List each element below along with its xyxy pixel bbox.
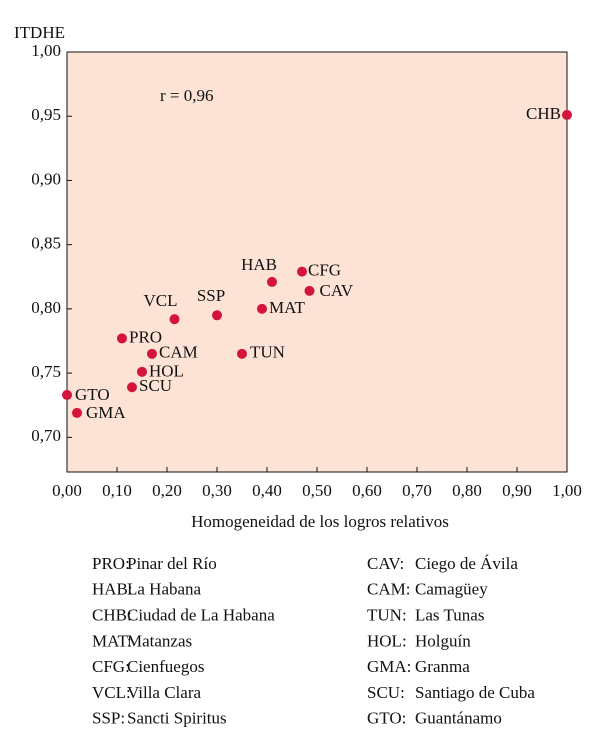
legend-name: Cienfuegos (127, 657, 204, 676)
x-tick-label: 0,50 (302, 481, 332, 500)
y-tick-label: 0,80 (31, 298, 61, 317)
legend-code: CAV: (367, 554, 404, 573)
point (62, 389, 72, 400)
y-tick-label: 1,00 (31, 41, 61, 60)
y-tick-label: 0,85 (31, 234, 61, 253)
x-tick-label: 0,00 (52, 481, 82, 500)
y-axis-label: ITDHE (14, 23, 65, 42)
legend-code: CAM: (367, 580, 410, 599)
x-tick-label: 0,90 (502, 481, 532, 500)
legend-code: MAT: (92, 631, 132, 650)
y-tick-label: 0,95 (31, 105, 61, 124)
point (147, 348, 157, 359)
legend-name: Sancti Spiritus (127, 709, 227, 728)
legend-code: HOL: (367, 631, 407, 650)
legend-code: SCU: (367, 683, 405, 702)
point (212, 310, 222, 321)
point (72, 407, 82, 418)
legend-name: Las Tunas (415, 606, 484, 625)
annotation: r = 0,96 (160, 86, 214, 105)
x-tick-label: 0,10 (102, 481, 132, 500)
legend-code: VCL: (92, 683, 131, 702)
x-tick-label: 0,20 (152, 481, 182, 500)
point-label: CFG (308, 261, 341, 280)
point-label: MAT (269, 298, 306, 317)
legend-code: CHB: (92, 606, 132, 625)
legend-name: Villa Clara (127, 683, 201, 702)
point (169, 314, 180, 325)
legend-code: GMA: (367, 657, 411, 676)
legend-name: Ciudad de La Habana (127, 606, 275, 625)
x-tick-label: 0,70 (402, 481, 432, 500)
point (267, 276, 277, 287)
legend-code: TUN: (367, 606, 407, 625)
x-axis-label: Homogeneidad de los logros relativos (191, 512, 449, 531)
legend-code: HAB: (92, 580, 133, 599)
point (297, 266, 307, 277)
point-label: CHB (526, 104, 561, 123)
x-tick-label: 0,30 (202, 481, 232, 500)
legend-name: Holguín (415, 631, 471, 650)
x-tick-label: 1,00 (552, 481, 582, 500)
x-tick-label: 0,60 (352, 481, 382, 500)
point-label: PRO (129, 327, 162, 346)
legend-name: Pinar del Río (127, 554, 217, 573)
point-label: HAB (241, 255, 277, 274)
plot-area (66, 51, 568, 473)
x-tick-label: 0,80 (452, 481, 482, 500)
point (562, 109, 572, 120)
y-tick-label: 0,70 (31, 426, 61, 445)
legend-code: CFG: (92, 657, 130, 676)
legend-name: Santiago de Cuba (415, 683, 535, 702)
legend-code: PRO: (92, 554, 130, 573)
legend-name: Ciego de Ávila (415, 554, 518, 573)
y-tick-label: 0,75 (31, 362, 61, 381)
point-label: TUN (250, 343, 285, 362)
point-label: GMA (86, 403, 126, 422)
point (257, 303, 267, 314)
legend-name: Camagüey (415, 580, 488, 599)
legend-name: La Habana (127, 580, 202, 599)
point (137, 366, 147, 377)
point (237, 348, 247, 359)
point-label: GTO (75, 385, 110, 404)
legend-name: Granma (415, 657, 470, 676)
legend-name: Matanzas (127, 631, 192, 650)
point-label: HOL (149, 362, 184, 381)
point-label: SSP (197, 286, 225, 305)
point-label: VCL (144, 291, 178, 310)
y-tick-label: 0,90 (31, 169, 61, 188)
point (304, 285, 315, 296)
point (127, 382, 137, 393)
legend-code: GTO: (367, 709, 406, 728)
legend-name: Guantánamo (415, 709, 502, 728)
point (117, 333, 127, 344)
point-label: CAV (320, 281, 354, 300)
x-tick-label: 0,40 (252, 481, 282, 500)
point-label: SCU (139, 376, 172, 395)
point-label: CAM (159, 343, 198, 362)
legend-code: SSP: (92, 709, 125, 728)
